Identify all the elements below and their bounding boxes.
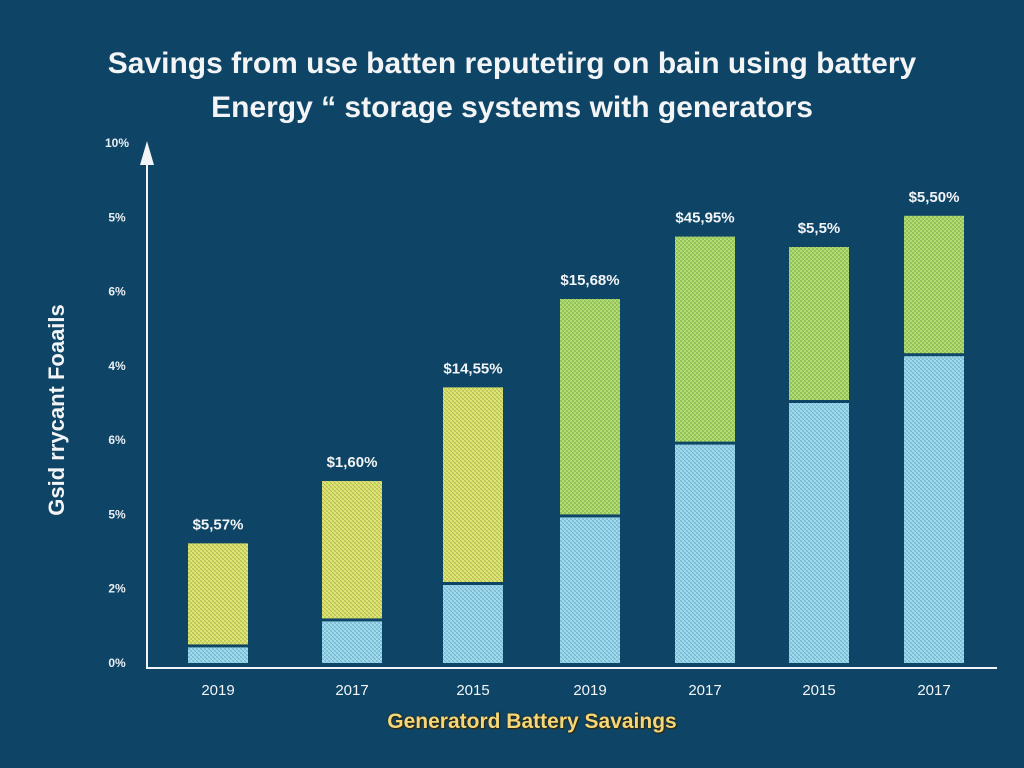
data-label: $15,68% (560, 272, 619, 289)
x-tick-label: 2019 (201, 682, 234, 699)
x-axis-label: Generatord Battery Savaings (387, 710, 677, 733)
data-label: $5,5% (798, 220, 841, 237)
y-tick-label: 6% (108, 433, 126, 447)
data-label: $45,95% (675, 210, 734, 227)
bar-texture (904, 215, 964, 354)
y-tick-label: 10% (105, 136, 129, 150)
bar-texture (560, 517, 620, 663)
x-tick-label: 2017 (917, 682, 950, 699)
y-axis-arrow-icon (140, 141, 154, 165)
bar-texture (443, 387, 503, 582)
x-tick-label: 2017 (688, 682, 721, 699)
data-label: $1,60% (327, 454, 378, 471)
bar-texture (789, 403, 849, 663)
data-label: $5,57% (193, 516, 244, 533)
axes (140, 141, 997, 669)
data-label: $5,50% (909, 189, 960, 206)
bar-texture (789, 247, 849, 400)
bar-texture (188, 543, 248, 645)
bar-texture (675, 236, 735, 442)
y-tick-label: 2% (108, 582, 126, 596)
x-tick-label: 2019 (573, 682, 606, 699)
y-tick-label: 4% (108, 359, 126, 373)
chart-title: Savings from use batten reputetirg on ba… (0, 42, 1024, 130)
bar-texture (322, 481, 382, 619)
y-tick-label: 5% (108, 507, 126, 521)
bar-texture (675, 444, 735, 663)
x-tick-label: 2015 (802, 682, 835, 699)
bar-texture (322, 621, 382, 663)
data-label: $14,55% (443, 360, 502, 377)
bar-texture (560, 299, 620, 515)
bar-texture (904, 356, 964, 663)
y-tick-label: 5% (108, 210, 126, 224)
y-tick-label: 0% (108, 656, 126, 670)
chart-title-line-2: Energy “ storage systems with generators (211, 91, 813, 124)
bar-texture (188, 647, 248, 663)
bar-texture (443, 585, 503, 663)
x-tick-label: 2015 (456, 682, 489, 699)
chart-title-line-1: Savings from use batten reputetirg on ba… (107, 47, 917, 80)
x-tick-label: 2017 (335, 682, 368, 699)
y-tick-label: 6% (108, 285, 126, 299)
